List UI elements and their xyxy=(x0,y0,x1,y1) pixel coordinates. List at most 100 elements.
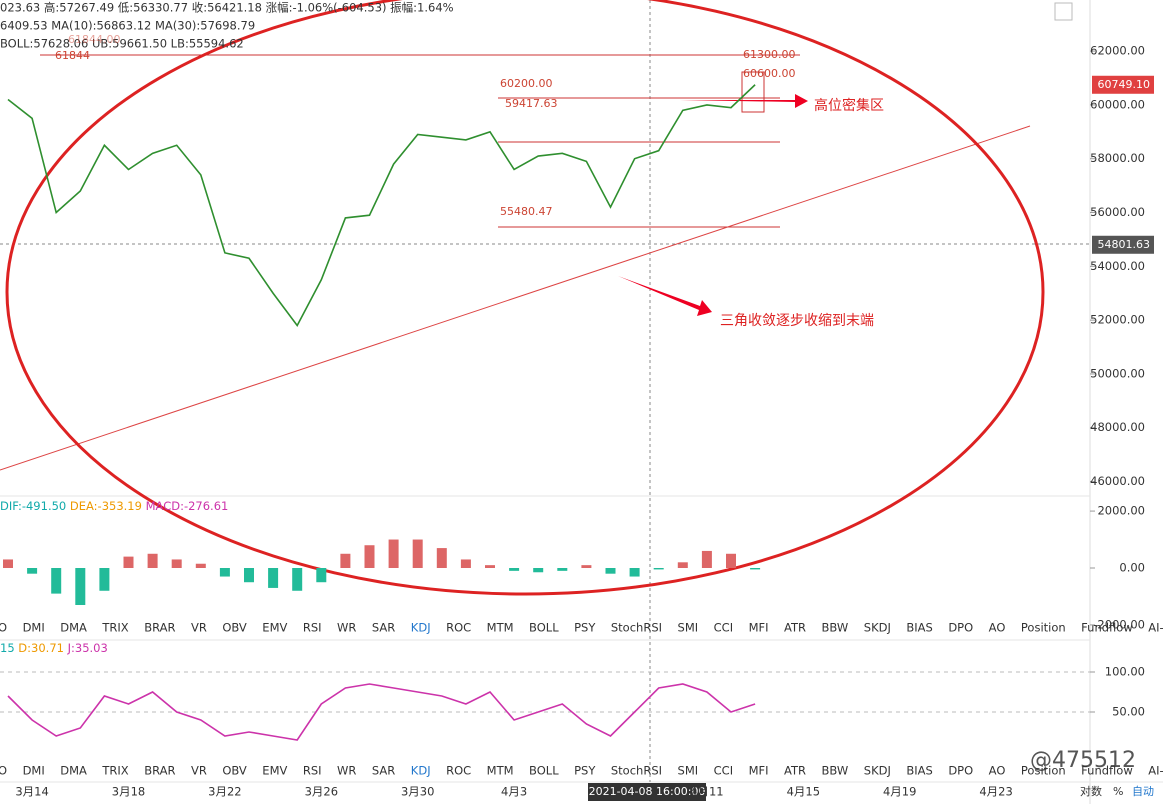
indicator-tab[interactable]: BIAS xyxy=(906,764,932,778)
indicator-tab[interactable]: SKDJ xyxy=(864,621,891,635)
indicator-tab[interactable]: WR xyxy=(337,621,356,635)
macd-bar xyxy=(509,568,520,571)
annotation: 59417.63 xyxy=(505,97,558,110)
indicator-tab[interactable]: Fundflow xyxy=(1081,621,1133,635)
indicator-tab[interactable]: RSI xyxy=(303,764,322,778)
indicator-tab[interactable]: DPO xyxy=(948,621,973,635)
arrow xyxy=(618,276,712,316)
indicator-tab[interactable]: EMV xyxy=(262,621,287,635)
indicator-tab[interactable]: EMV xyxy=(262,764,287,778)
indicator-tab[interactable]: AI-NetVOL xyxy=(1148,621,1163,635)
indicator-tab[interactable]: MTM xyxy=(487,764,514,778)
ellipse xyxy=(5,0,1045,596)
indicator-tab[interactable]: KDJ xyxy=(411,764,431,778)
y-tick-label: 52000.00 xyxy=(1090,313,1145,327)
cursor-date-box xyxy=(588,783,706,801)
annotation: 55480.47 xyxy=(500,205,553,218)
macd-bar xyxy=(171,559,182,568)
indicator-tab[interactable]: DMI xyxy=(23,764,45,778)
macd-bar xyxy=(244,568,254,583)
indicator-tab[interactable]: OBV xyxy=(222,621,247,635)
auto-toggle[interactable]: 自动 xyxy=(1132,785,1154,798)
y-tick-label: 50000.00 xyxy=(1090,366,1145,380)
macd-bar xyxy=(412,539,423,568)
indicator-tab[interactable]: MFI xyxy=(749,764,769,778)
price-badge xyxy=(1092,75,1154,94)
indicator-tab[interactable]: Position xyxy=(1021,764,1066,778)
indicator-tab[interactable]: BOLL xyxy=(529,764,559,778)
indicator-tab[interactable]: SAR xyxy=(372,764,395,778)
indicator-tab[interactable]: TRIX xyxy=(101,764,128,778)
indicator-tab[interactable]: SMI xyxy=(678,621,699,635)
x-tick-label: 3月14 xyxy=(15,785,48,799)
indicator-tab[interactable]: VR xyxy=(191,621,207,635)
indicator-tab[interactable]: WR xyxy=(337,764,356,778)
indicator-tab[interactable]: AO xyxy=(989,621,1006,635)
indicator-tab[interactable]: PSY xyxy=(574,764,596,778)
indicator-tab[interactable]: KDJ xyxy=(411,621,431,635)
y-tick-label: 46000.00 xyxy=(1090,474,1145,488)
arrow xyxy=(680,94,808,108)
macd-bar xyxy=(75,568,86,605)
indicator-tab[interactable]: TRIX xyxy=(101,621,128,635)
indicator-tab[interactable]: O xyxy=(0,621,7,635)
indicator-tab[interactable]: BBW xyxy=(822,621,849,635)
indicator-tab[interactable]: AO xyxy=(989,764,1006,778)
indicator-tab[interactable]: ROC xyxy=(446,621,471,635)
indicator-tab[interactable]: Fundflow xyxy=(1081,764,1133,778)
indicator-tab[interactable]: RSI xyxy=(303,621,322,635)
indicator-tab[interactable]: PSY xyxy=(574,621,596,635)
macd-bar xyxy=(219,568,230,577)
macd-bar xyxy=(629,568,640,577)
indicator-tab[interactable]: SKDJ xyxy=(864,764,891,778)
x-tick-label: 3月22 xyxy=(208,785,241,799)
macd-bar xyxy=(485,565,495,568)
indicator-tab[interactable]: StochRSI xyxy=(611,764,662,778)
indicator-tab[interactable]: Position xyxy=(1021,621,1066,635)
indicator-tab[interactable]: BRAR xyxy=(144,764,175,778)
indicator-tab[interactable]: MTM xyxy=(487,621,514,635)
indicator-tab[interactable]: CCI xyxy=(714,621,733,635)
indicator-tab[interactable]: MFI xyxy=(749,621,769,635)
indicator-tab[interactable]: BIAS xyxy=(906,621,932,635)
x-tick-label: 3月30 xyxy=(401,785,434,799)
indicator-tab[interactable]: SMI xyxy=(678,764,699,778)
indicator-tab[interactable]: DMA xyxy=(60,764,87,778)
macd-bar xyxy=(388,539,399,568)
indicator-tab[interactable]: ATR xyxy=(784,764,806,778)
macd-bar xyxy=(268,568,279,588)
indicator-tab[interactable]: DMI xyxy=(23,621,45,635)
percent-toggle[interactable]: % xyxy=(1113,785,1123,798)
y-tick-label: 62000.00 xyxy=(1090,44,1145,58)
indicator-tab[interactable]: ROC xyxy=(446,764,471,778)
macd-bar xyxy=(364,545,375,568)
indicator-tab[interactable]: VR xyxy=(191,764,207,778)
indicator-tab[interactable]: ATR xyxy=(784,621,806,635)
macd-bar xyxy=(726,553,736,568)
indicator-tab[interactable]: SAR xyxy=(372,621,395,635)
macd-bar xyxy=(653,568,664,570)
y-tick-label: 56000.00 xyxy=(1090,205,1145,219)
macd-bar xyxy=(3,559,13,568)
price-badge xyxy=(1092,235,1154,254)
log-toggle[interactable]: 对数 xyxy=(1080,784,1102,798)
indicator-tab[interactable]: DMA xyxy=(60,621,87,635)
indicator-tab[interactable]: BBW xyxy=(822,764,849,778)
indicator-tab[interactable]: O xyxy=(0,764,7,778)
indicator-tab[interactable]: AI-NetVOL xyxy=(1148,764,1163,778)
macd-bar xyxy=(292,568,303,591)
trend-line xyxy=(0,125,1031,471)
watermark: @475512 xyxy=(1030,748,1136,773)
indicator-tab[interactable]: BOLL xyxy=(529,621,559,635)
x-tick-label: 4月3 xyxy=(501,785,527,799)
y-tick-label: 58000.00 xyxy=(1090,151,1145,165)
kdj-legend: 15 D:30.71 J:35.03 xyxy=(0,641,108,655)
x-tick-label: 4月19 xyxy=(883,785,916,799)
indicator-tab[interactable]: DPO xyxy=(948,764,973,778)
indicator-tab[interactable]: StochRSI xyxy=(611,621,662,635)
annotation: 61300.00 xyxy=(743,48,796,61)
indicator-tab[interactable]: CCI xyxy=(714,764,733,778)
expand-button[interactable] xyxy=(1054,2,1073,21)
indicator-tab[interactable]: OBV xyxy=(222,764,247,778)
indicator-tab[interactable]: BRAR xyxy=(144,621,175,635)
